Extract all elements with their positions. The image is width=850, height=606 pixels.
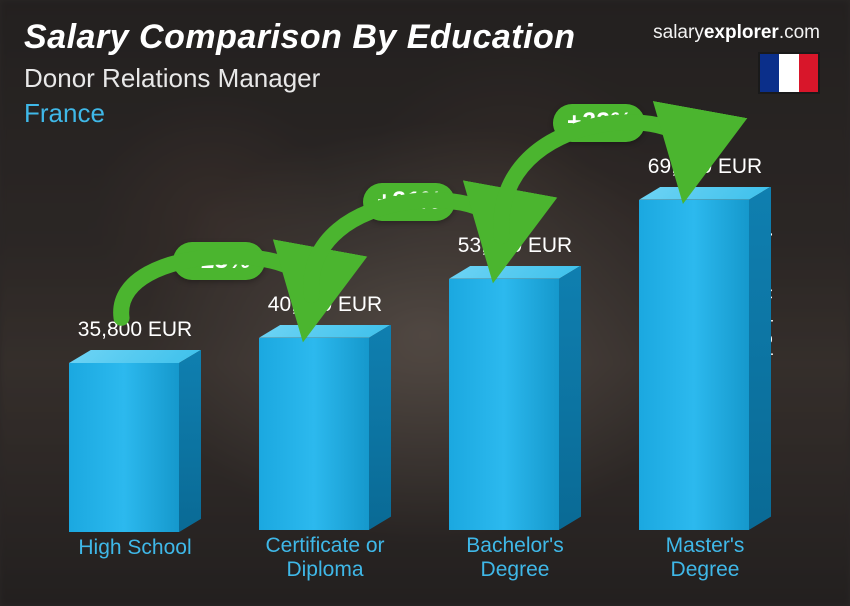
increase-arc [121,256,312,317]
increase-arc [501,122,692,236]
brand-suffix: .com [779,22,820,43]
brand-part2: explorer [704,22,779,43]
flag-stripe-red [799,54,818,92]
increase-arc [311,200,502,295]
arcs-layer [40,62,790,582]
bar-chart: 35,800 EUR High School 40,600 EUR Certif… [40,62,790,582]
brand-part1: salary [653,22,704,43]
brand-logo: salaryexplorer.com [653,22,820,44]
